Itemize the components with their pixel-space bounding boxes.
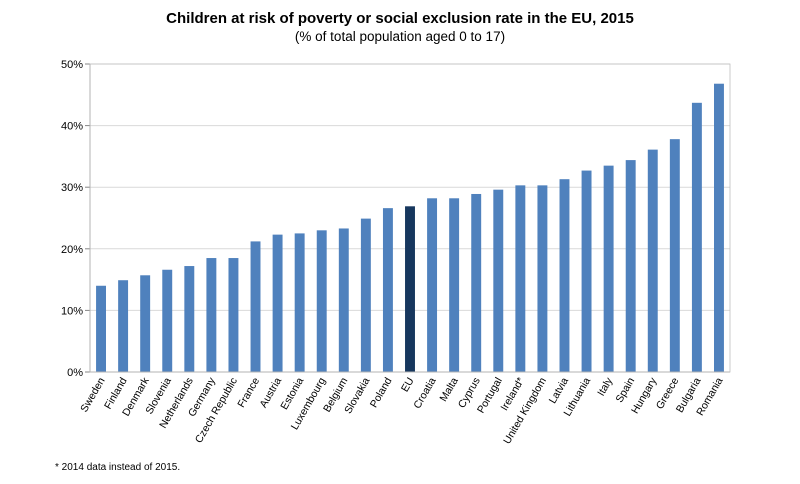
bar-portugal — [493, 189, 504, 372]
bar-chart: 0% 10% 20% 30% 40% 50% SwedenFinlandDenmarkSl… — [61, 59, 731, 446]
bar-italy — [603, 165, 614, 372]
bar-austria — [272, 234, 283, 372]
y-tick-labels: 0% 10% 20% 30% 40% 50% — [61, 59, 83, 379]
bar-greece — [669, 139, 680, 372]
bar-czech-republic — [228, 258, 239, 372]
category-label: Sweden — [78, 375, 107, 414]
bar-malta — [449, 198, 460, 372]
y-tick-label: 20% — [61, 244, 83, 256]
bar-poland — [382, 208, 393, 372]
bar-belgium — [338, 228, 349, 372]
bar-luxembourg — [316, 230, 327, 372]
bar-ireland — [515, 185, 526, 372]
bars — [96, 83, 724, 373]
bar-slovakia — [360, 218, 371, 372]
chart-title: Children at risk of poverty or social ex… — [166, 10, 634, 27]
bar-finland — [118, 280, 129, 372]
y-tick-label: 40% — [61, 121, 83, 133]
category-labels: SwedenFinlandDenmarkSloveniaNetherlandsG… — [78, 375, 725, 446]
bar-romania — [714, 83, 724, 372]
bar-denmark — [140, 275, 151, 372]
y-tick-label: 50% — [61, 59, 83, 71]
y-tick-label: 10% — [61, 305, 83, 317]
category-label: Malta — [437, 375, 460, 403]
bar-eu — [405, 206, 415, 372]
bar-hungary — [647, 149, 658, 372]
y-tick-label: 30% — [61, 182, 83, 194]
bar-netherlands — [184, 266, 195, 372]
bar-bulgaria — [691, 102, 702, 373]
y-tick-label: 0% — [67, 367, 83, 379]
bar-latvia — [559, 179, 570, 372]
category-label: Italy — [595, 375, 615, 398]
bar-croatia — [427, 198, 438, 372]
bar-sweden — [96, 285, 106, 372]
bar-united-kingdom — [537, 185, 548, 372]
bar-estonia — [294, 233, 305, 372]
bar-lithuania — [581, 170, 592, 372]
category-label: Poland — [368, 375, 395, 409]
category-label: Croatia — [411, 375, 438, 410]
bar-slovenia — [162, 269, 173, 372]
axes — [85, 63, 731, 373]
plot-area-border — [89, 63, 731, 373]
footnote: * 2014 data instead of 2015. — [55, 462, 181, 473]
chart-subtitle: (% of total population aged 0 to 17) — [294, 29, 506, 44]
bar-germany — [206, 258, 217, 372]
category-label: EU — [399, 376, 417, 395]
bar-spain — [625, 160, 636, 372]
bar-cyprus — [471, 193, 482, 372]
bar-france — [250, 241, 261, 372]
